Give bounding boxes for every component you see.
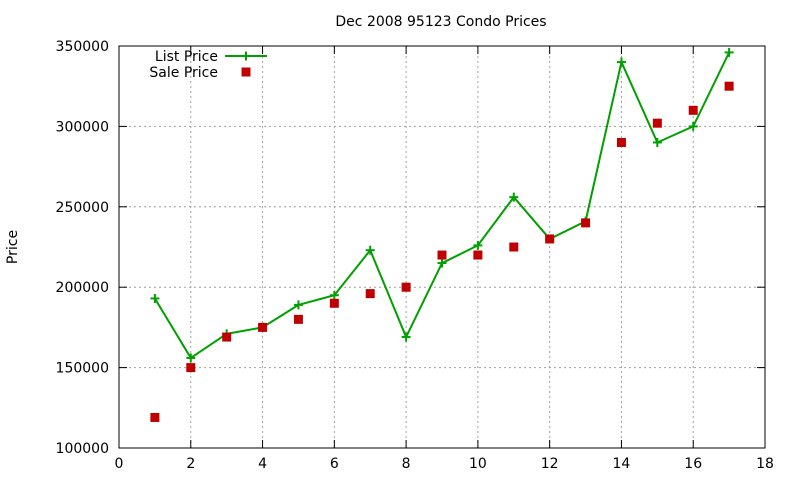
x-tick-label: 4 bbox=[258, 456, 267, 472]
y-axis-label: Price bbox=[5, 230, 21, 264]
y-tick-label: 200000 bbox=[56, 280, 109, 296]
sale-price-point bbox=[150, 412, 160, 422]
x-tick-label: 16 bbox=[684, 456, 702, 472]
y-tick-label: 100000 bbox=[56, 441, 109, 457]
sale-price-point bbox=[616, 137, 626, 147]
sale-price-point bbox=[652, 118, 662, 128]
y-tick-label: 150000 bbox=[56, 361, 109, 377]
list-price-point bbox=[652, 137, 662, 147]
list-price-point bbox=[150, 293, 160, 303]
sale-price-point bbox=[401, 282, 411, 292]
y-tick-label: 300000 bbox=[56, 119, 109, 135]
sale-price-point bbox=[222, 332, 232, 342]
list-price-point bbox=[509, 192, 519, 202]
plot-frame bbox=[118, 45, 766, 449]
sale-price-point bbox=[365, 289, 375, 299]
sale-price-point bbox=[186, 363, 196, 373]
legend-label-sale-price: Sale Price bbox=[149, 65, 218, 81]
x-tick-label: 14 bbox=[613, 456, 631, 472]
list-price-point bbox=[186, 353, 196, 363]
sale-price-point bbox=[688, 105, 698, 115]
tick-label-layer: 0 2 4 6 8 10 12 14 16 18 100000 150000 200000 250000 3… bbox=[56, 39, 774, 472]
legend-marker-sale-price bbox=[241, 67, 251, 77]
x-tick-label: 6 bbox=[330, 456, 339, 472]
list-price-point bbox=[365, 245, 375, 255]
list-price-point bbox=[401, 332, 411, 342]
sale-price-point bbox=[545, 234, 555, 244]
y-tick-label: 250000 bbox=[56, 200, 109, 216]
x-tick-label: 12 bbox=[541, 456, 559, 472]
sale-price-point bbox=[473, 250, 483, 260]
sale-price-point bbox=[724, 81, 734, 91]
list-price-point bbox=[473, 240, 483, 250]
list-price-point bbox=[688, 121, 698, 131]
series-layer bbox=[150, 47, 734, 422]
x-tick-label: 8 bbox=[402, 456, 411, 472]
axis-layer bbox=[118, 45, 766, 449]
x-tick-label: 18 bbox=[756, 456, 774, 472]
sale-price-point bbox=[509, 242, 519, 252]
list-price-point bbox=[724, 47, 734, 57]
sale-price-point bbox=[329, 298, 339, 308]
sale-price-point bbox=[437, 250, 447, 260]
x-tick-label: 10 bbox=[469, 456, 487, 472]
sale-price-point bbox=[258, 322, 268, 332]
list-price-point bbox=[616, 57, 626, 67]
sale-price-point bbox=[581, 218, 591, 228]
x-tick-label: 0 bbox=[115, 456, 124, 472]
legend-label-list-price: List Price bbox=[155, 49, 218, 65]
list-price-point bbox=[437, 258, 447, 268]
legend-marker-list-price bbox=[241, 51, 251, 61]
chart-title: Dec 2008 95123 Condo Prices bbox=[335, 14, 546, 30]
y-tick-label: 350000 bbox=[56, 39, 109, 55]
sale-price-point bbox=[293, 314, 303, 324]
x-tick-label: 2 bbox=[186, 456, 195, 472]
list-price-point bbox=[293, 300, 303, 310]
list-price-point bbox=[329, 290, 339, 300]
